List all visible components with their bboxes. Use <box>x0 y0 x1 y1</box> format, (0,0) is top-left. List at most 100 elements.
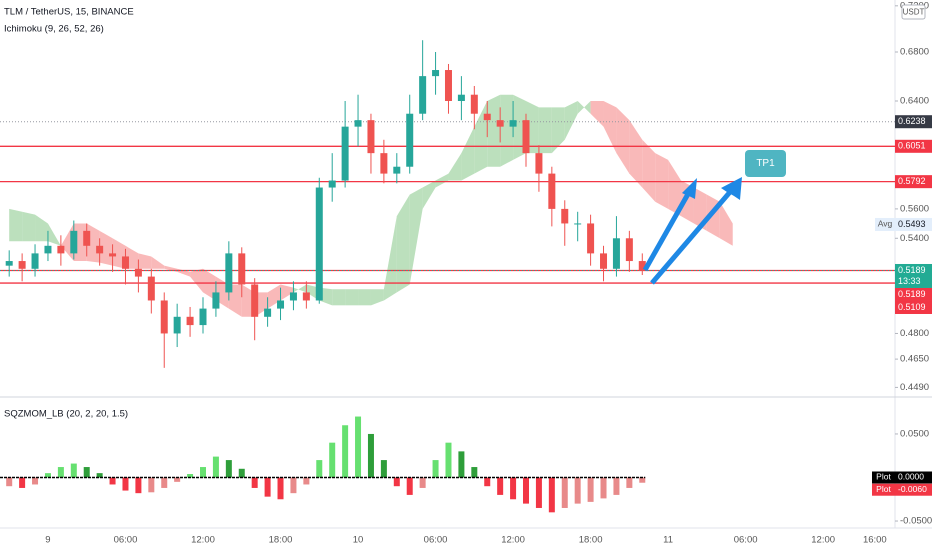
candle-body <box>444 70 452 101</box>
y-tick-label: -0.0500 <box>900 516 932 527</box>
cloud <box>500 94 514 167</box>
momentum-bar <box>57 467 64 478</box>
momentum-bar <box>510 477 517 500</box>
cloud <box>629 120 643 188</box>
candle-body <box>496 120 504 127</box>
candle-body <box>612 238 620 269</box>
cloud <box>448 153 462 181</box>
momentum-bar <box>523 477 529 504</box>
candle-body <box>483 113 491 121</box>
candle-body <box>225 253 233 293</box>
cloud <box>577 100 591 114</box>
candle-body <box>561 208 569 224</box>
y-tick-label: 0.6400 <box>900 96 929 107</box>
cloud <box>487 94 501 167</box>
candle-body <box>509 120 517 127</box>
cloud <box>345 289 359 306</box>
cloud <box>228 284 242 317</box>
momentum-bar <box>251 477 258 488</box>
cloud <box>616 107 630 174</box>
momentum-bar <box>393 477 400 487</box>
y-tick-label: 0.6800 <box>900 47 929 58</box>
candle-body <box>535 153 543 174</box>
candle-body <box>96 245 104 254</box>
price-label: 0.5189 <box>898 265 926 275</box>
plot-value-box <box>895 471 932 484</box>
momentum-bar <box>212 456 219 478</box>
momentum-bar <box>497 477 504 495</box>
momentum-bar <box>535 477 542 508</box>
candle-body <box>419 76 427 114</box>
momentum-bar <box>303 477 310 485</box>
cloud <box>719 201 733 246</box>
momentum-bar <box>161 477 168 488</box>
x-tick-label: 10 <box>353 535 364 546</box>
candle-body <box>121 256 129 269</box>
x-tick-label: 12:00 <box>191 535 215 546</box>
momentum-bar <box>290 477 297 494</box>
x-tick-label: 16:00 <box>863 535 887 546</box>
momentum-bar <box>458 451 465 478</box>
indicator-name: Ichimoku (9, 26, 52, 26) <box>4 24 104 35</box>
momentum-bar <box>432 460 439 478</box>
cloud <box>22 211 36 242</box>
x-tick-label: 18:00 <box>579 535 603 546</box>
candle-body <box>315 187 323 301</box>
momentum-bar <box>225 460 232 478</box>
price-label: 0.6051 <box>898 141 926 151</box>
arrow-shaft <box>642 192 691 272</box>
candle-body <box>160 300 168 334</box>
cloud <box>332 289 346 306</box>
cloud <box>642 139 656 202</box>
cloud <box>99 230 113 266</box>
candle-body <box>186 316 194 326</box>
x-tick-label: 9 <box>45 535 50 546</box>
price-label: 0.5792 <box>898 176 926 186</box>
momentum-bar <box>277 477 284 500</box>
cloud <box>409 187 423 285</box>
momentum-bar <box>19 477 26 488</box>
avg-name-box <box>875 217 895 231</box>
momentum-bar <box>187 474 194 478</box>
plot-name: Plot <box>876 484 891 494</box>
candle-body <box>289 292 297 301</box>
candle-body <box>328 180 336 188</box>
momentum-bar <box>238 468 245 478</box>
candle-body <box>251 284 259 317</box>
cloud <box>293 284 307 293</box>
x-tick-label: 06:00 <box>424 535 448 546</box>
currency[interactable]: USDT <box>903 8 925 17</box>
annotation-box <box>745 150 786 177</box>
momentum-bar <box>419 477 426 488</box>
price-label: 0.5493 <box>898 219 926 229</box>
momentum-bar <box>174 477 181 482</box>
cloud <box>435 173 449 188</box>
indicator-name: SQZMOM_LB (20, 2, 20, 1.5) <box>4 409 128 420</box>
cloud <box>35 214 48 242</box>
x-tick-label: 06:00 <box>114 535 138 546</box>
momentum-bar <box>96 473 103 478</box>
price-label-box <box>895 217 932 231</box>
candle-body <box>302 292 310 301</box>
momentum-bar <box>32 477 39 485</box>
cloud <box>370 289 384 306</box>
arrow <box>721 177 742 200</box>
momentum-bar <box>406 477 413 495</box>
momentum-bar <box>135 477 142 494</box>
candle-body <box>393 166 401 174</box>
price-label-box <box>895 287 932 301</box>
candle-body <box>44 245 52 254</box>
y-tick-label: 0.4650 <box>900 354 929 365</box>
momentum-bar <box>342 425 349 478</box>
candle-body <box>406 113 414 167</box>
cloud <box>383 216 397 301</box>
cloud <box>396 194 410 293</box>
candle-body <box>5 261 13 266</box>
plot-value: 0.0000 <box>898 472 924 482</box>
cloud <box>551 107 565 154</box>
momentum-bar <box>367 433 374 478</box>
y-tick-label: 0.5400 <box>900 233 929 244</box>
x-tick-label: 18:00 <box>269 535 293 546</box>
candle-body <box>587 223 595 254</box>
